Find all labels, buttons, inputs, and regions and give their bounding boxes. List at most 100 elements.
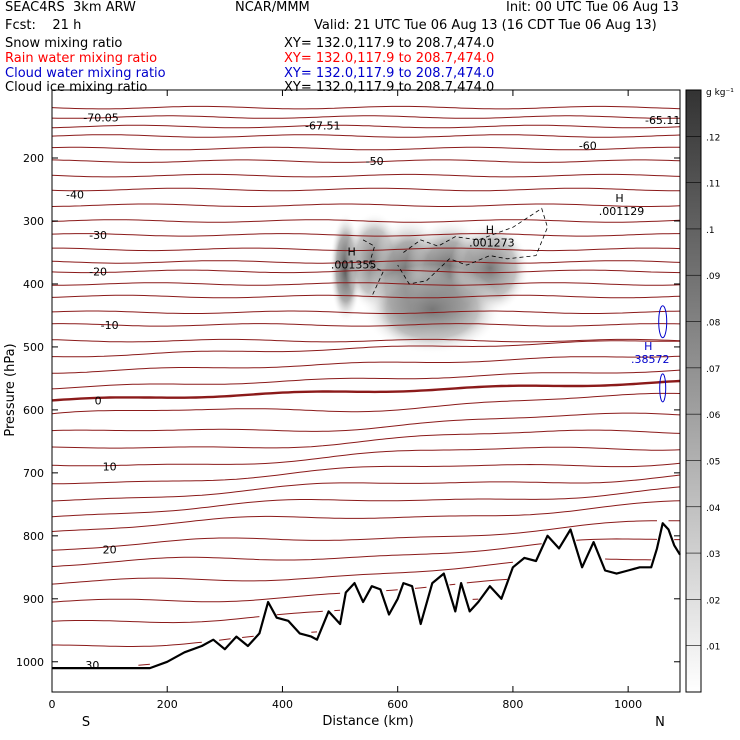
field-snow-label: Snow mixing ratio <box>5 36 123 51</box>
isotherm-line <box>52 282 680 286</box>
isotherm-label: 0 <box>95 394 102 407</box>
y-tick-label: 500 <box>23 341 44 354</box>
high-marker: H <box>644 340 652 353</box>
y-tick-label: 300 <box>23 215 44 228</box>
colorbar-tick-label: .06 <box>706 411 721 421</box>
isotherm-line <box>52 578 508 603</box>
high-value-label: .001355 <box>331 259 377 272</box>
colorbar-tick-label: .08 <box>706 319 721 329</box>
snow-contour <box>397 207 548 285</box>
cloud-water-contour <box>659 373 667 403</box>
isotherm-label: -40 <box>66 189 84 202</box>
isotherm-line <box>52 558 652 585</box>
isotherm-line <box>52 134 680 138</box>
cloud-water-contour <box>658 305 668 339</box>
field-snow-xy: XY= 132.0,117.9 to 208.7,474.0 <box>284 36 495 51</box>
x-axis-title: Distance (km) <box>322 714 413 729</box>
isotherm-line <box>52 500 680 532</box>
isotherm-label: -10 <box>101 319 119 332</box>
isotherm-line <box>52 219 680 223</box>
high-value-label: .001273 <box>469 237 515 250</box>
y-tick-label: 400 <box>23 278 44 291</box>
high-marker: H <box>615 192 623 205</box>
colorbar-tick-label: .07 <box>706 365 720 375</box>
colorbar-tick-label: .02 <box>706 596 720 606</box>
isotherm-line <box>52 462 680 485</box>
field-rain-xy: XY= 132.0,117.9 to 208.7,474.0 <box>284 51 495 66</box>
field-rain-label: Rain water mixing ratio <box>5 51 158 66</box>
isotherm-line <box>52 392 680 415</box>
mixing-ratio-shading <box>329 211 530 355</box>
isotherm-label: -67.51 <box>305 119 340 132</box>
isotherm-line <box>52 173 680 178</box>
x-tick-label: 400 <box>272 698 293 711</box>
high-value-label: .001129 <box>599 205 645 218</box>
y-tick-label: 900 <box>23 593 44 606</box>
isotherm-line <box>52 474 680 502</box>
forecast-hour: Fcst: 21 h <box>5 18 82 33</box>
colorbar-tick-label: .11 <box>706 180 720 190</box>
x-tick-label: 0 <box>49 698 56 711</box>
y-axis-title: Pressure (hPa) <box>3 343 18 436</box>
x-tick-label: 200 <box>157 698 178 711</box>
colorbar-tick-label: .04 <box>706 504 721 514</box>
isotherm-label: 30 <box>85 659 99 672</box>
colorbar-unit: g kg⁻¹ <box>706 88 734 98</box>
terrain-line <box>52 522 681 670</box>
isotherm-line <box>52 323 680 327</box>
isotherm-line <box>52 146 680 151</box>
y-tick-label: 1000 <box>16 656 44 669</box>
isotherm-label: -20 <box>89 265 107 278</box>
field-cloudice-label: Cloud ice mixing ratio <box>5 80 148 95</box>
isotherm-line <box>52 310 680 314</box>
colorbar-tick-label: .03 <box>706 550 720 560</box>
temperature-contours <box>52 105 680 666</box>
isotherm-line <box>52 631 318 647</box>
isotherm-line <box>52 340 680 358</box>
isotherm-line <box>52 233 680 237</box>
isotherm-line <box>52 294 680 299</box>
x-axis-end-north: N <box>655 715 665 730</box>
isotherm-label: -65.11 <box>645 114 680 127</box>
isotherm-line <box>52 538 680 567</box>
y-tick-label: 600 <box>23 404 44 417</box>
isotherm-line <box>52 269 680 274</box>
snow-contour <box>362 239 384 297</box>
isotherm-line <box>52 260 680 264</box>
model-title: SEAC4RS 3km ARW <box>5 0 136 15</box>
field-cloudwater-xy: XY= 132.0,117.9 to 208.7,474.0 <box>284 66 495 81</box>
y-tick-label: 800 <box>23 530 44 543</box>
isotherm-line <box>52 115 680 119</box>
isotherm-line <box>52 159 680 163</box>
field-cloudice-xy: XY= 132.0,117.9 to 208.7,474.0 <box>284 80 495 95</box>
y-tick-label: 200 <box>23 152 44 165</box>
colorbar <box>685 89 702 693</box>
isotherm-line <box>138 663 150 666</box>
isotherm-line <box>52 379 680 402</box>
plot-frame <box>51 89 681 693</box>
isotherm-line <box>52 105 680 110</box>
colorbar-tick-label: .01 <box>706 643 720 653</box>
contour-labels: -65.11 -67.51 -70.05 -60 -50 -40 -30 -20 -10 0 10 2… <box>66 112 680 672</box>
colorbar-tick-label: .1 <box>706 226 715 236</box>
high-marker: H <box>486 224 494 237</box>
org-label: NCAR/MMM <box>235 0 310 15</box>
isotherm-line <box>52 203 680 207</box>
x-tick-label: 600 <box>387 698 408 711</box>
isotherm-line <box>52 187 680 192</box>
isotherm-line <box>52 412 680 432</box>
isotherm-line <box>52 355 680 374</box>
high-marker: H <box>347 246 355 259</box>
isotherm-line <box>52 247 680 252</box>
isotherm-label: 20 <box>103 544 117 557</box>
isotherm-line <box>52 520 680 551</box>
cloud-shade <box>362 264 503 355</box>
isotherm-label: -50 <box>366 155 384 168</box>
x-tick-label: 800 <box>502 698 523 711</box>
x-axis-end-south: S <box>82 715 90 730</box>
isotherm-line <box>52 124 680 129</box>
init-time: Init: 00 UTC Tue 06 Aug 13 <box>506 0 679 15</box>
isotherm-label: -60 <box>579 139 597 152</box>
isotherm-line <box>52 429 680 449</box>
